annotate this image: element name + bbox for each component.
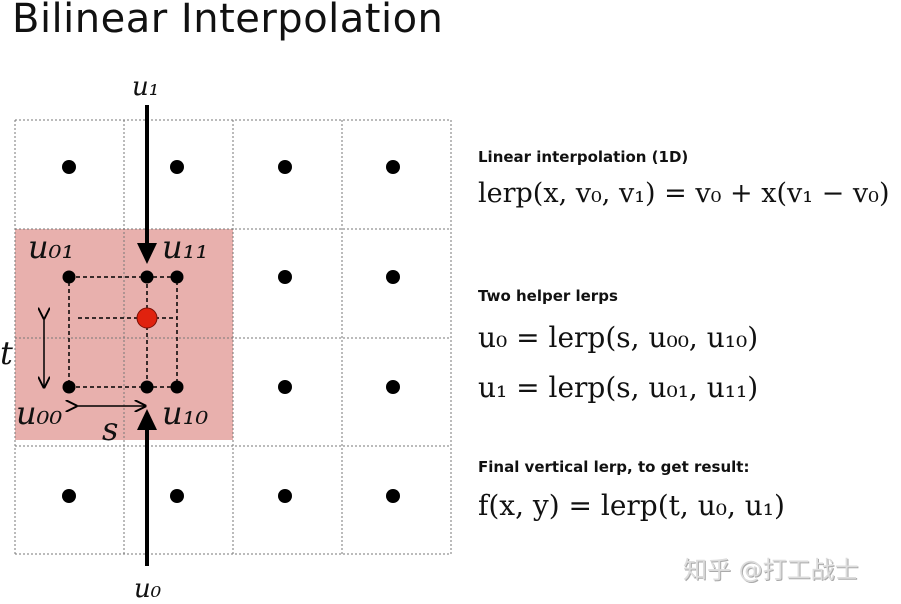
grid-dot — [278, 160, 292, 174]
formula-u1: u₁ = lerp(s, u₀₁, u₁₁) — [478, 371, 759, 404]
heading-helper: Two helper lerps — [478, 287, 618, 305]
grid-dot — [278, 380, 292, 394]
label-u11: u₁₁ — [162, 228, 208, 266]
grid-dot — [386, 380, 400, 394]
grid-dot — [386, 270, 400, 284]
sample-point — [136, 307, 158, 329]
grid-dot — [170, 160, 184, 174]
label-s: s — [102, 410, 118, 448]
grid-dot — [278, 270, 292, 284]
grid — [14, 119, 452, 555]
label-u00: u₀₀ — [16, 394, 62, 432]
grid-dot — [62, 489, 76, 503]
formula-u0: u₀ = lerp(s, u₀₀, u₁₀) — [478, 321, 759, 354]
grid-dot — [386, 160, 400, 174]
grid-dot — [386, 489, 400, 503]
bilinear-diagram: u₁ u₀ u₀₁ u₁₁ u₀₀ u₁₀ t s — [0, 72, 452, 604]
heading-linear: Linear interpolation (1D) — [478, 148, 689, 166]
u0-arrow — [137, 409, 157, 566]
grid-dot — [170, 489, 184, 503]
inner-dots — [62, 270, 184, 394]
u1-arrow — [137, 105, 157, 264]
grid-dots — [62, 160, 400, 503]
grid-dot — [278, 489, 292, 503]
slide-title: Bilinear Interpolation — [12, 0, 444, 42]
label-t: t — [0, 334, 13, 372]
label-u0: u₀ — [134, 574, 162, 604]
heading-final: Final vertical lerp, to get result: — [478, 458, 750, 476]
label-u10: u₁₀ — [162, 394, 208, 432]
label-u01: u₀₁ — [28, 228, 74, 266]
interp-lines — [68, 276, 178, 388]
formula-final: f(x, y) = lerp(t, u₀, u₁) — [478, 489, 785, 522]
formula-lerp: lerp(x, v₀, v₁) = v₀ + x(v₁ − v₀) — [478, 178, 890, 209]
grid-dot — [62, 160, 76, 174]
watermark: 知乎 @打工战士 — [683, 556, 859, 584]
label-u1: u₁ — [132, 72, 159, 102]
